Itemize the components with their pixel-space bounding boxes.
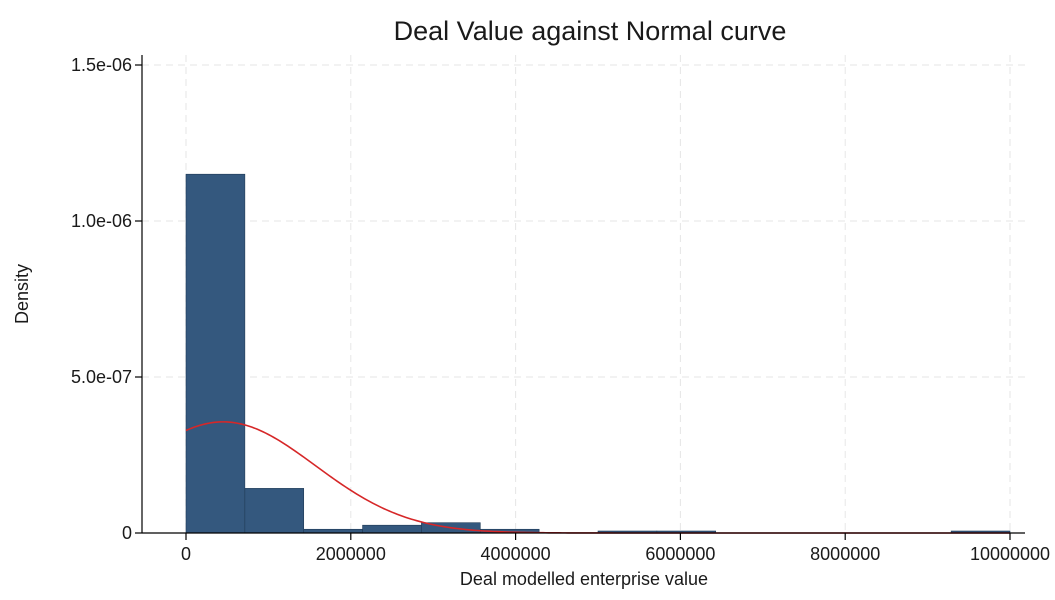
histogram-bar: [244, 488, 305, 534]
x-axis-ticks: 0 2000000 4000000 6000000 8000000 10000000: [181, 533, 1050, 564]
y-axis-ticks: 0 5.0e-07 1.0e-06 1.5e-06: [71, 55, 142, 543]
x-tick-label: 8000000: [810, 544, 880, 564]
histogram-bars: [185, 173, 1011, 534]
x-axis-title: Deal modelled enterprise value: [460, 569, 708, 589]
x-tick-label: 10000000: [970, 544, 1050, 564]
y-tick-label: 0: [122, 523, 132, 543]
y-tick-label: 5.0e-07: [71, 367, 132, 387]
x-tick-label: 0: [181, 544, 191, 564]
histogram-bar: [185, 173, 246, 534]
chart-title: Deal Value against Normal curve: [394, 16, 787, 46]
y-tick-label: 1.0e-06: [71, 211, 132, 231]
x-tick-label: 4000000: [481, 544, 551, 564]
x-tick-label: 6000000: [645, 544, 715, 564]
y-axis-title: Density: [12, 264, 32, 324]
histogram-bar: [362, 524, 422, 534]
x-tick-label: 2000000: [316, 544, 386, 564]
y-tick-label: 1.5e-06: [71, 55, 132, 75]
